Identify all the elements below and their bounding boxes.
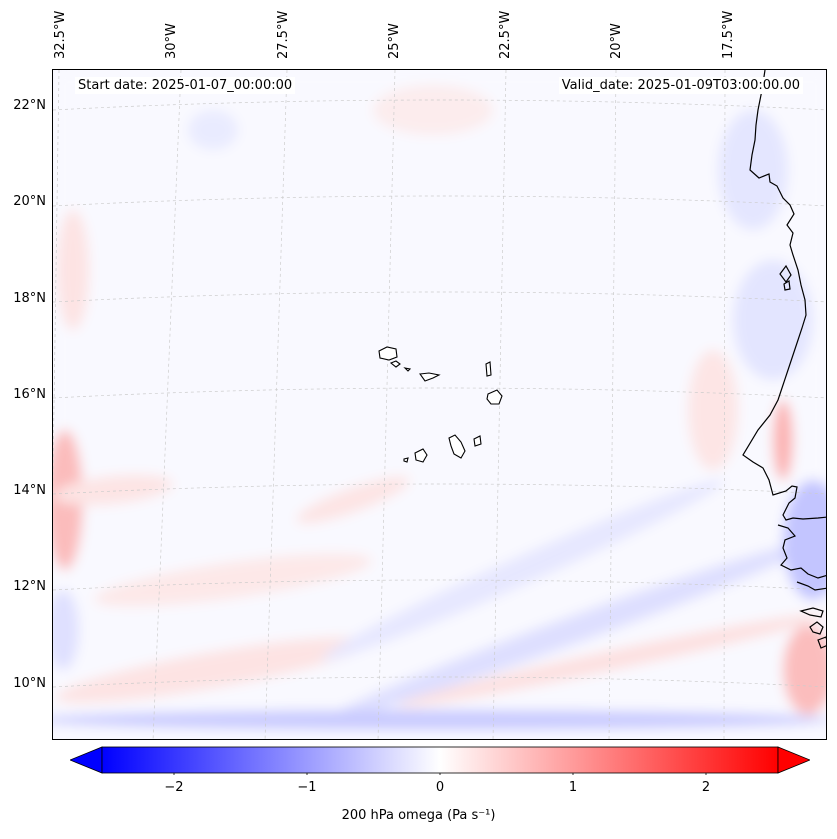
lon-label-32.5w: 32.5°W xyxy=(53,10,68,59)
colorbar-tick-1: 1 xyxy=(568,780,578,795)
colorbar-tick-neg1: −1 xyxy=(297,780,317,795)
colorbar xyxy=(68,745,812,777)
omega-field-map xyxy=(53,70,826,739)
island-sao-vicente xyxy=(389,360,401,368)
start-date-label: Start date: 2025-01-07_00:00:00 xyxy=(75,77,296,94)
colorbar-tick-0: 0 xyxy=(435,780,445,795)
lat-label-16n: 16°N xyxy=(13,387,46,402)
lon-label-20w: 20°W xyxy=(609,23,624,59)
lat-label-14n: 14°N xyxy=(13,483,46,498)
lat-label-22n: 22°N xyxy=(13,98,46,113)
gridlines xyxy=(53,70,826,739)
colorbar-high-extend xyxy=(777,746,812,774)
island-santo-antao xyxy=(378,346,398,361)
lat-label-20n: 20°N xyxy=(13,194,46,209)
omega-shading xyxy=(53,70,826,739)
lat-label-12n: 12°N xyxy=(13,579,46,594)
colorbar-tick-2: 2 xyxy=(701,780,711,795)
island-santiago xyxy=(448,434,466,459)
colorbar-tick-neg2: −2 xyxy=(164,780,184,795)
valid-date-label: Valid_date: 2025-01-09T03:00:00.00 xyxy=(558,77,803,94)
island-brava xyxy=(403,457,409,463)
island-maio xyxy=(473,435,482,447)
island-sal xyxy=(485,361,492,377)
island-sao-nicolau xyxy=(419,372,441,382)
lat-label-18n: 18°N xyxy=(13,291,46,306)
island-fogo xyxy=(414,448,428,463)
map-panel[interactable] xyxy=(52,69,827,740)
island-santa-luzia xyxy=(403,367,412,372)
island-boa-vista xyxy=(486,389,503,405)
lon-label-17.5w: 17.5°W xyxy=(721,10,736,59)
colorbar-label: 200 hPa omega (Pa s⁻¹) xyxy=(341,808,496,823)
lon-label-22.5w: 22.5°W xyxy=(498,10,513,59)
cape-verde-islands xyxy=(378,346,503,463)
african-coastline xyxy=(742,70,826,649)
colorbar-low-extend xyxy=(68,746,103,774)
lat-label-10n: 10°N xyxy=(13,676,46,691)
lon-label-30w: 30°W xyxy=(164,23,179,59)
lon-label-27.5w: 27.5°W xyxy=(276,10,291,59)
lon-label-25w: 25°W xyxy=(387,23,402,59)
colorbar-body xyxy=(101,746,779,774)
